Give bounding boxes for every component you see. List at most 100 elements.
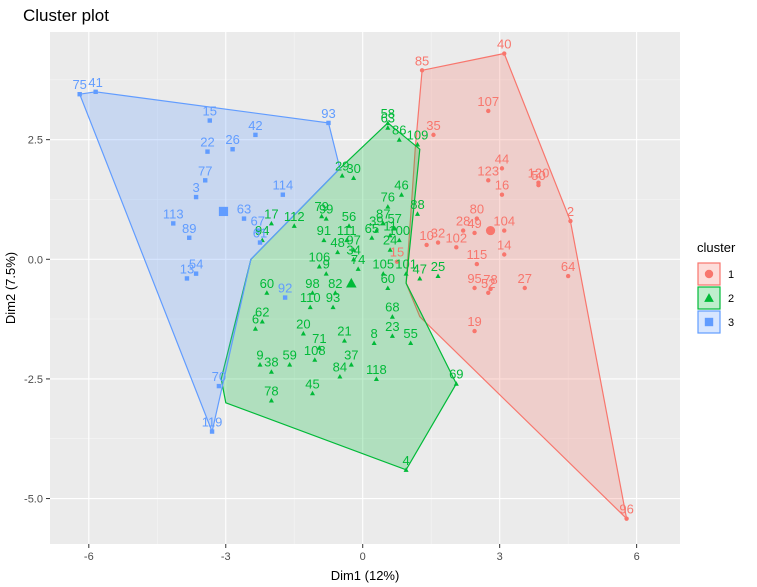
point-label: 101: [395, 257, 417, 272]
point-cluster-2: [348, 362, 354, 367]
point-label: 113: [163, 206, 184, 221]
point-label: 106: [308, 249, 330, 264]
point-cluster-3: [282, 295, 288, 300]
point-label: 60: [260, 276, 274, 291]
centroid-cluster-2: [346, 277, 357, 288]
legend-key-square-icon: [704, 317, 714, 327]
point-cluster-3: [216, 383, 222, 389]
point-label: 96: [619, 502, 633, 517]
point-cluster-3: [77, 92, 82, 97]
point-cluster-2: [453, 381, 459, 386]
point-cluster-1: [435, 240, 441, 245]
point-cluster-3: [93, 89, 98, 95]
y-tick-label: -2.5: [24, 374, 43, 386]
point-cluster-3: [205, 149, 210, 154]
point-label: 19: [467, 314, 481, 329]
point-cluster-2: [351, 247, 357, 252]
point-label: 69: [449, 367, 463, 382]
point-cluster-2: [344, 237, 350, 243]
point-label: 3: [192, 180, 199, 195]
point-label: 37: [344, 348, 358, 363]
point-cluster-2: [309, 390, 316, 396]
point-label: 42: [248, 118, 262, 133]
point-label: 80: [470, 202, 484, 217]
point-cluster-2: [414, 141, 421, 147]
point-label: 44: [495, 151, 509, 166]
point-cluster-1: [499, 166, 505, 171]
point-label: 105: [372, 257, 394, 272]
legend-title: cluster: [697, 240, 736, 255]
point-label: 50: [531, 168, 545, 183]
point-cluster-2: [398, 192, 405, 197]
point-label: 22: [200, 135, 214, 150]
point-cluster-3: [193, 194, 199, 200]
point-label: 20: [296, 316, 310, 331]
centroid-cluster-1: [485, 225, 496, 236]
point-cluster-1: [568, 218, 573, 224]
point-cluster-2: [385, 204, 391, 209]
point-label: 65: [365, 221, 379, 236]
point-cluster-2: [373, 376, 379, 381]
point-label: 94: [255, 223, 269, 238]
legend-label: 2: [728, 293, 734, 305]
x-tick-label: 3: [497, 551, 503, 563]
point-cluster-1: [454, 245, 459, 250]
point-label: 11: [383, 218, 397, 233]
point-cluster-2: [385, 285, 391, 291]
y-tick-label: 0.0: [28, 254, 43, 266]
point-cluster-2: [385, 120, 391, 125]
point-cluster-2: [312, 357, 318, 362]
point-cluster-2: [341, 338, 347, 343]
point-label: 54: [189, 257, 203, 272]
point-cluster-3: [171, 221, 176, 226]
point-cluster-2: [316, 263, 322, 269]
y-tick-label: -5.0: [24, 494, 43, 506]
point-cluster-1: [472, 328, 477, 334]
point-label: 47: [413, 261, 427, 276]
point-cluster-1: [499, 192, 505, 197]
point-cluster-2: [268, 397, 274, 403]
point-label: 91: [317, 223, 331, 238]
point-cluster-1: [474, 261, 480, 267]
cluster-hulls: [78, 52, 628, 521]
point-label: 115: [466, 247, 487, 262]
point-cluster-2: [300, 330, 306, 336]
point-cluster-2: [309, 290, 316, 295]
point-label: 100: [388, 223, 410, 238]
point-label: 123: [477, 163, 499, 178]
point-cluster-3: [184, 276, 190, 281]
plot-panel: [50, 32, 680, 544]
point-label: 84: [333, 360, 347, 375]
point-label: 10: [419, 228, 433, 243]
point-label: 95: [467, 271, 481, 286]
point-label: 49: [467, 216, 481, 231]
point-cluster-2: [259, 318, 265, 324]
point-cluster-2: [396, 137, 402, 142]
point-label: 2: [567, 204, 574, 219]
point-label: 92: [278, 281, 292, 296]
point-label: 64: [561, 259, 575, 274]
point-cluster-2: [403, 271, 409, 276]
point-cluster-3: [207, 118, 212, 123]
point-label: 27: [518, 271, 532, 286]
point-cluster-2: [330, 304, 336, 310]
point-cluster-2: [319, 213, 325, 219]
hull-cluster-1: [405, 52, 628, 521]
point-cluster-2: [369, 235, 375, 240]
point-cluster-3: [253, 132, 258, 138]
point-cluster-3: [326, 120, 331, 126]
data-points: [77, 51, 629, 521]
point-label: 102: [445, 230, 467, 245]
point-label: 59: [282, 348, 296, 363]
legend-item-3: 3: [697, 310, 734, 334]
point-label: 88: [410, 197, 424, 212]
point-cluster-1: [394, 259, 400, 264]
point-cluster-2: [287, 362, 293, 367]
x-tick-label: -6: [84, 551, 94, 563]
point-label: 21: [337, 324, 351, 339]
point-label: 34: [346, 242, 360, 257]
point-label: 87: [376, 206, 390, 221]
legend: cluster 1 2 3: [697, 240, 736, 334]
point-label: 85: [415, 53, 429, 68]
